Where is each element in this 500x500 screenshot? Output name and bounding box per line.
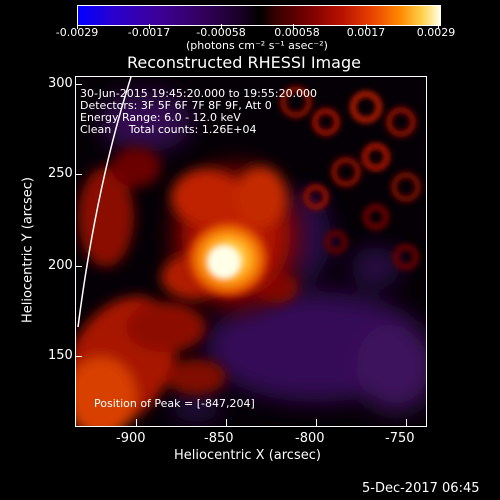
colorbar-tick bbox=[221, 24, 222, 29]
plot-title: Reconstructed RHESSI Image bbox=[127, 53, 361, 72]
colorbar-tick-label: 0.0029 bbox=[416, 26, 456, 39]
x-tick bbox=[136, 419, 137, 426]
colorbar-tick bbox=[149, 24, 150, 29]
colorbar-tick bbox=[366, 24, 367, 29]
colorbar-tick-label: -0.00058 bbox=[196, 26, 246, 39]
y-tick bbox=[75, 84, 82, 85]
x-tick-label: -850 bbox=[204, 431, 234, 446]
energy-range-label: Energy Range: 6.0 - 12.0 keV bbox=[80, 111, 241, 124]
colorbar-tick bbox=[293, 24, 294, 29]
time-range-label: 30-Jun-2015 19:45:20.000 to 19:55:20.000 bbox=[80, 87, 318, 100]
y-tick-label: 200 bbox=[48, 258, 73, 273]
x-axis-label: Heliocentric X (arcsec) bbox=[174, 448, 321, 463]
x-tick-label: -800 bbox=[295, 431, 325, 446]
detectors-label: Detectors: 3F 5F 6F 7F 8F 9F, Att 0 bbox=[80, 99, 272, 112]
x-tick-label: -900 bbox=[116, 431, 146, 446]
colorbar-tick-label: 0.0017 bbox=[346, 26, 386, 39]
colorbar bbox=[77, 5, 441, 26]
footer-timestamp: 5-Dec-2017 06:45 bbox=[362, 481, 480, 496]
y-axis-label: Heliocentric Y (arcsec) bbox=[20, 177, 36, 323]
peak-position-label: Position of Peak = [-847,204] bbox=[94, 397, 255, 410]
x-tick bbox=[316, 419, 317, 426]
colorbar-tick-label: 0.00058 bbox=[274, 26, 320, 39]
image-plot bbox=[75, 76, 427, 427]
y-tick-label: 150 bbox=[48, 348, 73, 363]
colorbar-units: (photons cm⁻² s⁻¹ asec⁻²) bbox=[186, 39, 328, 52]
y-tick-label: 300 bbox=[48, 76, 73, 91]
y-tick bbox=[75, 174, 82, 175]
x-tick bbox=[406, 419, 407, 426]
y-tick bbox=[75, 266, 82, 267]
y-tick bbox=[75, 356, 82, 357]
clean-counts-label: Clean Total counts: 1.26E+04 bbox=[80, 123, 257, 136]
x-tick-label: -750 bbox=[385, 431, 415, 446]
colorbar-tick-label: -0.0029 bbox=[55, 26, 99, 39]
y-tick-label: 250 bbox=[48, 166, 73, 181]
rhessi-image bbox=[76, 77, 426, 426]
colorbar-tick-label: -0.0017 bbox=[127, 26, 171, 39]
colorbar-tick bbox=[77, 24, 78, 29]
x-tick bbox=[226, 419, 227, 426]
colorbar-tick bbox=[438, 24, 439, 29]
